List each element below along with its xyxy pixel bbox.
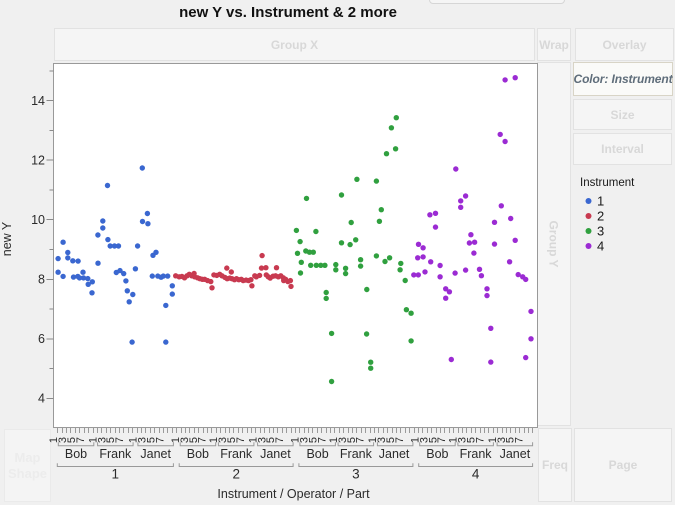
- svg-text:Frank: Frank: [460, 447, 493, 461]
- svg-text:7: 7: [474, 437, 486, 443]
- svg-text:3: 3: [57, 437, 69, 443]
- svg-text:1: 1: [487, 437, 499, 443]
- svg-text:7: 7: [274, 437, 286, 443]
- svg-text:3: 3: [96, 437, 108, 443]
- svg-text:3: 3: [352, 467, 360, 482]
- svg-text:14: 14: [31, 94, 45, 108]
- svg-text:5: 5: [265, 437, 277, 443]
- svg-text:3: 3: [457, 437, 469, 443]
- svg-text:6: 6: [38, 332, 45, 346]
- svg-text:12: 12: [31, 153, 45, 167]
- svg-text:3: 3: [496, 437, 508, 443]
- svg-text:7: 7: [154, 437, 166, 443]
- svg-text:3: 3: [256, 437, 268, 443]
- svg-text:3: 3: [418, 437, 430, 443]
- svg-text:10: 10: [31, 213, 45, 227]
- svg-text:5: 5: [66, 437, 78, 443]
- svg-text:3: 3: [137, 437, 149, 443]
- svg-text:Janet: Janet: [140, 447, 171, 461]
- svg-text:Frank: Frank: [220, 447, 253, 461]
- svg-text:1: 1: [208, 437, 220, 443]
- svg-text:1: 1: [448, 437, 460, 443]
- svg-text:4: 4: [472, 467, 480, 482]
- svg-text:Bob: Bob: [65, 447, 87, 461]
- svg-text:Janet: Janet: [379, 447, 410, 461]
- svg-text:1: 1: [128, 437, 140, 443]
- svg-text:7: 7: [436, 437, 448, 443]
- svg-text:8: 8: [38, 273, 45, 287]
- svg-text:Janet: Janet: [500, 447, 531, 461]
- svg-text:7: 7: [197, 437, 209, 443]
- svg-text:3: 3: [376, 437, 388, 443]
- svg-text:5: 5: [105, 437, 117, 443]
- svg-text:1: 1: [410, 437, 422, 443]
- svg-text:1: 1: [112, 467, 120, 482]
- svg-text:5: 5: [308, 437, 320, 443]
- svg-text:7: 7: [316, 437, 328, 443]
- svg-text:1: 1: [48, 437, 60, 443]
- svg-text:4: 4: [38, 392, 45, 406]
- svg-text:7: 7: [394, 437, 406, 443]
- svg-text:5: 5: [346, 437, 358, 443]
- svg-text:3: 3: [299, 437, 311, 443]
- svg-text:1: 1: [367, 437, 379, 443]
- svg-text:3: 3: [179, 437, 191, 443]
- svg-text:3: 3: [217, 437, 229, 443]
- svg-text:3: 3: [337, 437, 349, 443]
- svg-text:1: 1: [597, 194, 604, 209]
- svg-text:Bob: Bob: [187, 447, 209, 461]
- svg-text:5: 5: [505, 437, 517, 443]
- svg-text:Bob: Bob: [306, 447, 328, 461]
- svg-text:5: 5: [466, 437, 478, 443]
- svg-text:7: 7: [355, 437, 367, 443]
- svg-text:Bob: Bob: [426, 447, 448, 461]
- svg-text:Instrument: Instrument: [580, 177, 635, 189]
- svg-text:Janet: Janet: [260, 447, 291, 461]
- svg-text:5: 5: [385, 437, 397, 443]
- svg-text:5: 5: [146, 437, 158, 443]
- svg-text:4: 4: [597, 239, 604, 254]
- svg-text:2: 2: [232, 467, 240, 482]
- svg-text:7: 7: [75, 437, 87, 443]
- svg-text:7: 7: [514, 437, 526, 443]
- svg-text:1: 1: [170, 437, 182, 443]
- svg-text:5: 5: [226, 437, 238, 443]
- svg-text:Frank: Frank: [340, 447, 373, 461]
- svg-text:1: 1: [87, 437, 99, 443]
- svg-text:3: 3: [597, 224, 604, 239]
- svg-text:7: 7: [235, 437, 247, 443]
- svg-text:2: 2: [597, 209, 604, 224]
- svg-text:7: 7: [114, 437, 126, 443]
- svg-text:Instrument / Operator / Part: Instrument / Operator / Part: [217, 487, 370, 501]
- svg-text:1: 1: [328, 437, 340, 443]
- svg-text:1: 1: [290, 437, 302, 443]
- svg-text:5: 5: [188, 437, 200, 443]
- svg-text:1: 1: [247, 437, 259, 443]
- svg-text:5: 5: [427, 437, 439, 443]
- svg-text:new Y: new Y: [0, 221, 14, 256]
- svg-text:Frank: Frank: [99, 447, 132, 461]
